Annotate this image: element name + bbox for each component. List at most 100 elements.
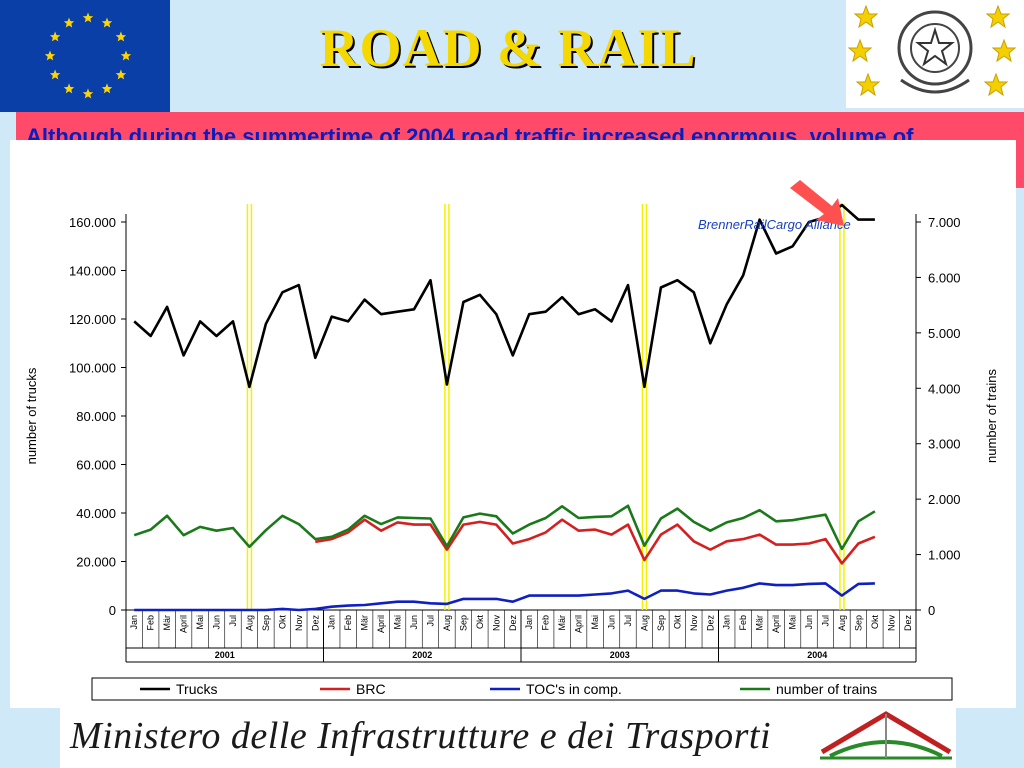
- x-tick-label: April: [771, 615, 781, 633]
- series-line-trucks: [133, 203, 875, 389]
- eu-star-icon: [63, 17, 75, 28]
- x-tick-label: Aug: [639, 615, 649, 631]
- x-tick-label: Okt: [870, 615, 880, 630]
- x-tick-label: Feb: [146, 615, 156, 631]
- series-line-number-of-trains: [133, 504, 876, 551]
- eu-flag-logo: [0, 0, 170, 112]
- y2-tick-label: 2.000: [928, 492, 961, 507]
- y2-tick-label: 7.000: [928, 215, 961, 230]
- y-axis-title: number of trucks: [24, 367, 39, 464]
- eu-star-icon: [49, 69, 61, 80]
- eu-star-icon: [115, 69, 127, 80]
- eu-star-icon: [101, 83, 113, 94]
- x-tick-label: Jul: [425, 615, 435, 627]
- eu-star-icon: [82, 12, 94, 23]
- x-tick-label: Sep: [853, 615, 863, 631]
- page-title: ROAD & RAIL: [319, 18, 697, 78]
- y2-axis-title: number of trains: [984, 369, 999, 463]
- x-tick-label: Feb: [738, 615, 748, 631]
- x-tick-label: Nov: [294, 615, 304, 632]
- y-tick-label: 160.000: [69, 215, 116, 230]
- x-tick-label: Feb: [343, 615, 353, 631]
- x-tick-label: Dez: [903, 615, 913, 632]
- x-tick-label: Nov: [689, 615, 699, 632]
- x-tick-label: Feb: [541, 615, 551, 631]
- x-tick-label: Jun: [804, 615, 814, 630]
- x-tick-label: Jun: [607, 615, 617, 630]
- x-tick-label: Jul: [228, 615, 238, 627]
- x-tick-label: Aug: [837, 615, 847, 631]
- x-tick-label: April: [376, 615, 386, 633]
- year-label: 2002: [412, 650, 432, 660]
- chart-panel: 0 20.000 40.000 60.000 80.000 100.000 120.000 1…: [10, 140, 1016, 708]
- legend-label: Trucks: [176, 681, 217, 697]
- x-tick-label: Jul: [820, 615, 830, 627]
- emblem-icon: [847, 4, 1017, 97]
- x-tick-label: Mär: [162, 615, 172, 631]
- eu-star-icon: [101, 17, 113, 28]
- eu-star-icon: [82, 88, 94, 99]
- x-tick-label: Okt: [475, 615, 485, 630]
- x-tick-label: Jan: [524, 615, 534, 630]
- eu-star-icon: [44, 50, 56, 61]
- y-tick-label: 80.000: [76, 409, 116, 424]
- ministry-name: Ministero delle Infrastrutture e dei Tra…: [70, 715, 772, 757]
- x-tick-label: Jan: [722, 615, 732, 630]
- eu-star-icon: [120, 50, 132, 61]
- x-tick-label: Mai: [788, 615, 798, 630]
- x-tick-label: Mai: [590, 615, 600, 630]
- x-tick-label: Dez: [310, 615, 320, 632]
- x-tick-label: Sep: [656, 615, 666, 631]
- x-tick-label: Aug: [442, 615, 452, 631]
- series-line-toc-s-in-comp-: [134, 582, 875, 612]
- x-tick-label: Sep: [458, 615, 468, 631]
- x-tick-label: Jan: [129, 615, 139, 630]
- y-tick-label: 20.000: [76, 555, 116, 570]
- footer-bar: Ministero delle Infrastrutture e dei Tra…: [60, 706, 956, 768]
- legend-label: number of trains: [776, 681, 877, 697]
- x-tick-label: Mär: [755, 615, 765, 631]
- x-tick-label: April: [179, 615, 189, 633]
- pointer-arrow-icon: [790, 180, 844, 226]
- x-tick-label: Jun: [409, 615, 419, 630]
- traffic-chart: 0 20.000 40.000 60.000 80.000 100.000 120.000 1…: [24, 180, 999, 701]
- x-tick-label: Nov: [886, 615, 896, 632]
- x-tick-label: Okt: [672, 615, 682, 630]
- x-tick-label: Mär: [360, 615, 370, 631]
- x-tick-label: Okt: [277, 615, 287, 630]
- x-tick-label: Aug: [244, 615, 254, 631]
- bridge-logo-icon: [820, 711, 952, 760]
- x-tick-label: Jul: [623, 615, 633, 627]
- x-tick-label: Mär: [557, 615, 567, 631]
- x-tick-label: Jun: [212, 615, 222, 630]
- legend-label: TOC's in comp.: [526, 681, 622, 697]
- y2-tick-label: 1.000: [928, 548, 961, 563]
- eu-stars-icon: [44, 12, 132, 99]
- y2-tick-label: 4.000: [928, 381, 961, 396]
- y2-tick-label: 5.000: [928, 326, 961, 341]
- eu-star-icon: [115, 31, 127, 42]
- eu-star-icon: [49, 31, 61, 42]
- y2-tick-label: 6.000: [928, 270, 961, 285]
- y-tick-label: 40.000: [76, 506, 116, 521]
- y2-tick-label: 3.000: [928, 437, 961, 452]
- y-tick-label: 140.000: [69, 264, 116, 279]
- y-tick-label: 100.000: [69, 361, 116, 376]
- y-tick-label: 0: [109, 603, 116, 618]
- x-tick-label: Nov: [491, 615, 501, 632]
- watermark-label: BrennerRailCargo Alliance: [698, 217, 851, 232]
- year-label: 2001: [215, 650, 235, 660]
- italian-emblem-logo: [846, 0, 1024, 108]
- y2-tick-label: 0: [928, 603, 935, 618]
- x-tick-label: Mai: [195, 615, 205, 630]
- x-tick-label: Dez: [705, 615, 715, 632]
- x-tick-label: Jan: [327, 615, 337, 630]
- year-label: 2003: [610, 650, 630, 660]
- legend-box: [91, 677, 953, 701]
- x-tick-label: Sep: [261, 615, 271, 631]
- legend-label: BRC: [356, 681, 386, 697]
- x-tick-label: Mai: [393, 615, 403, 630]
- series-line-brc: [315, 518, 876, 565]
- x-tick-label: April: [574, 615, 584, 633]
- x-tick-label: Dez: [508, 615, 518, 632]
